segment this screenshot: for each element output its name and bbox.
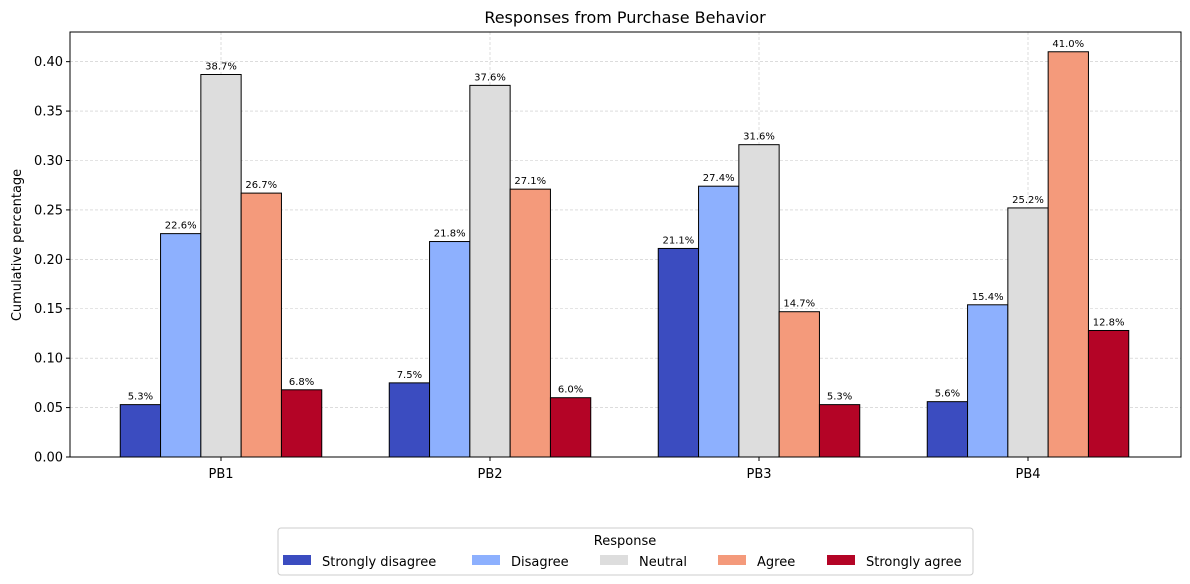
bar-strongly-agree-pb4 [1087,329,1130,458]
bar-value-label: 12.8% [1093,317,1125,328]
bar-strongly-disagree-pb2 [388,382,431,458]
y-tick-label: 0.40 [34,55,63,70]
bars-group [119,51,1130,458]
bar-value-label: 41.0% [1052,39,1084,50]
bar-value-label: 27.4% [703,173,735,184]
y-axis-label: Cumulative percentage [10,169,25,321]
legend: Response Strongly disagree Disagree Neutra… [277,527,974,576]
bar-value-label: 26.7% [245,180,277,191]
bar-value-label: 6.8% [289,377,314,388]
bar-strongly-disagree-pb3 [657,247,700,458]
bar-value-label: 14.7% [783,299,815,310]
bar-neutral-pb3 [738,144,780,458]
y-tick-label: 0.25 [34,203,63,218]
y-tick-label: 0.15 [34,302,63,317]
bar-agree-pb1 [240,192,282,458]
legend-swatch [827,555,855,565]
bar-value-label: 38.7% [205,62,237,73]
legend-swatch [283,555,311,565]
bar-value-label: 25.2% [1012,195,1044,206]
x-tick-label: PB1 [208,467,233,482]
bar-strongly-disagree-pb1 [119,404,162,458]
y-tick-label: 0.00 [34,451,63,466]
y-tick-label: 0.05 [34,401,63,416]
bar-value-label: 15.4% [972,292,1004,303]
bar-agree-pb3 [778,311,820,458]
bar-disagree-pb1 [160,233,202,458]
legend-title: Response [594,534,656,549]
bar-value-label: 37.6% [474,72,506,83]
bar-value-label: 27.1% [514,176,546,187]
legend-label: Strongly disagree [322,555,436,570]
bar-value-label: 21.1% [663,235,695,246]
y-axis: 0.00 0.05 0.10 0.15 0.20 0.25 0.30 0.35 0.40 [34,55,70,466]
bar-value-label: 7.5% [397,370,422,381]
bar-value-label: 21.8% [434,229,466,240]
bar-disagree-pb2 [429,241,471,458]
legend-swatch [718,555,746,565]
legend-swatch [600,555,628,565]
y-tick-label: 0.30 [34,154,63,169]
bar-value-label: 5.6% [935,389,960,400]
x-tick-label: PB2 [477,467,502,482]
bar-agree-pb2 [509,188,551,458]
x-tick-label: PB3 [746,467,771,482]
x-tick-label: PB4 [1015,467,1040,482]
legend-frame [277,527,974,576]
bar-neutral-pb1 [200,74,242,458]
bar-agree-pb4 [1047,51,1089,458]
bar-value-label: 5.3% [827,392,852,403]
legend-label: Strongly agree [866,555,962,570]
bar-value-label: 5.3% [128,392,153,403]
y-tick-label: 0.35 [34,105,63,120]
bar-neutral-pb2 [469,84,511,458]
bar-value-label: 22.6% [165,221,197,232]
bar-value-label: 6.0% [558,385,583,396]
x-axis: PB1 PB2 PB3 PB4 [208,457,1041,482]
bar-strongly-agree-pb1 [280,389,323,458]
bar-strongly-agree-pb2 [549,397,592,458]
bar-strongly-agree-pb3 [818,404,861,458]
bar-strongly-disagree-pb4 [926,401,969,458]
bar-value-label: 31.6% [743,132,775,143]
bar-disagree-pb4 [967,304,1009,458]
legend-label: Neutral [639,555,687,570]
bar-neutral-pb4 [1007,207,1049,458]
legend-swatch [472,555,500,565]
legend-label: Disagree [511,555,569,570]
plot-frame [69,31,1182,458]
data-labels-group: 5.3% 7.5% 21.1% 5.6% 22.6% 21.8% 27.4% 15.4% 38.… [128,39,1125,403]
y-tick-label: 0.20 [34,253,63,268]
y-tick-label: 0.10 [34,352,63,367]
legend-label: Agree [757,555,795,570]
bar-disagree-pb3 [698,185,740,458]
chart-title: Responses from Purchase Behavior [484,8,766,27]
